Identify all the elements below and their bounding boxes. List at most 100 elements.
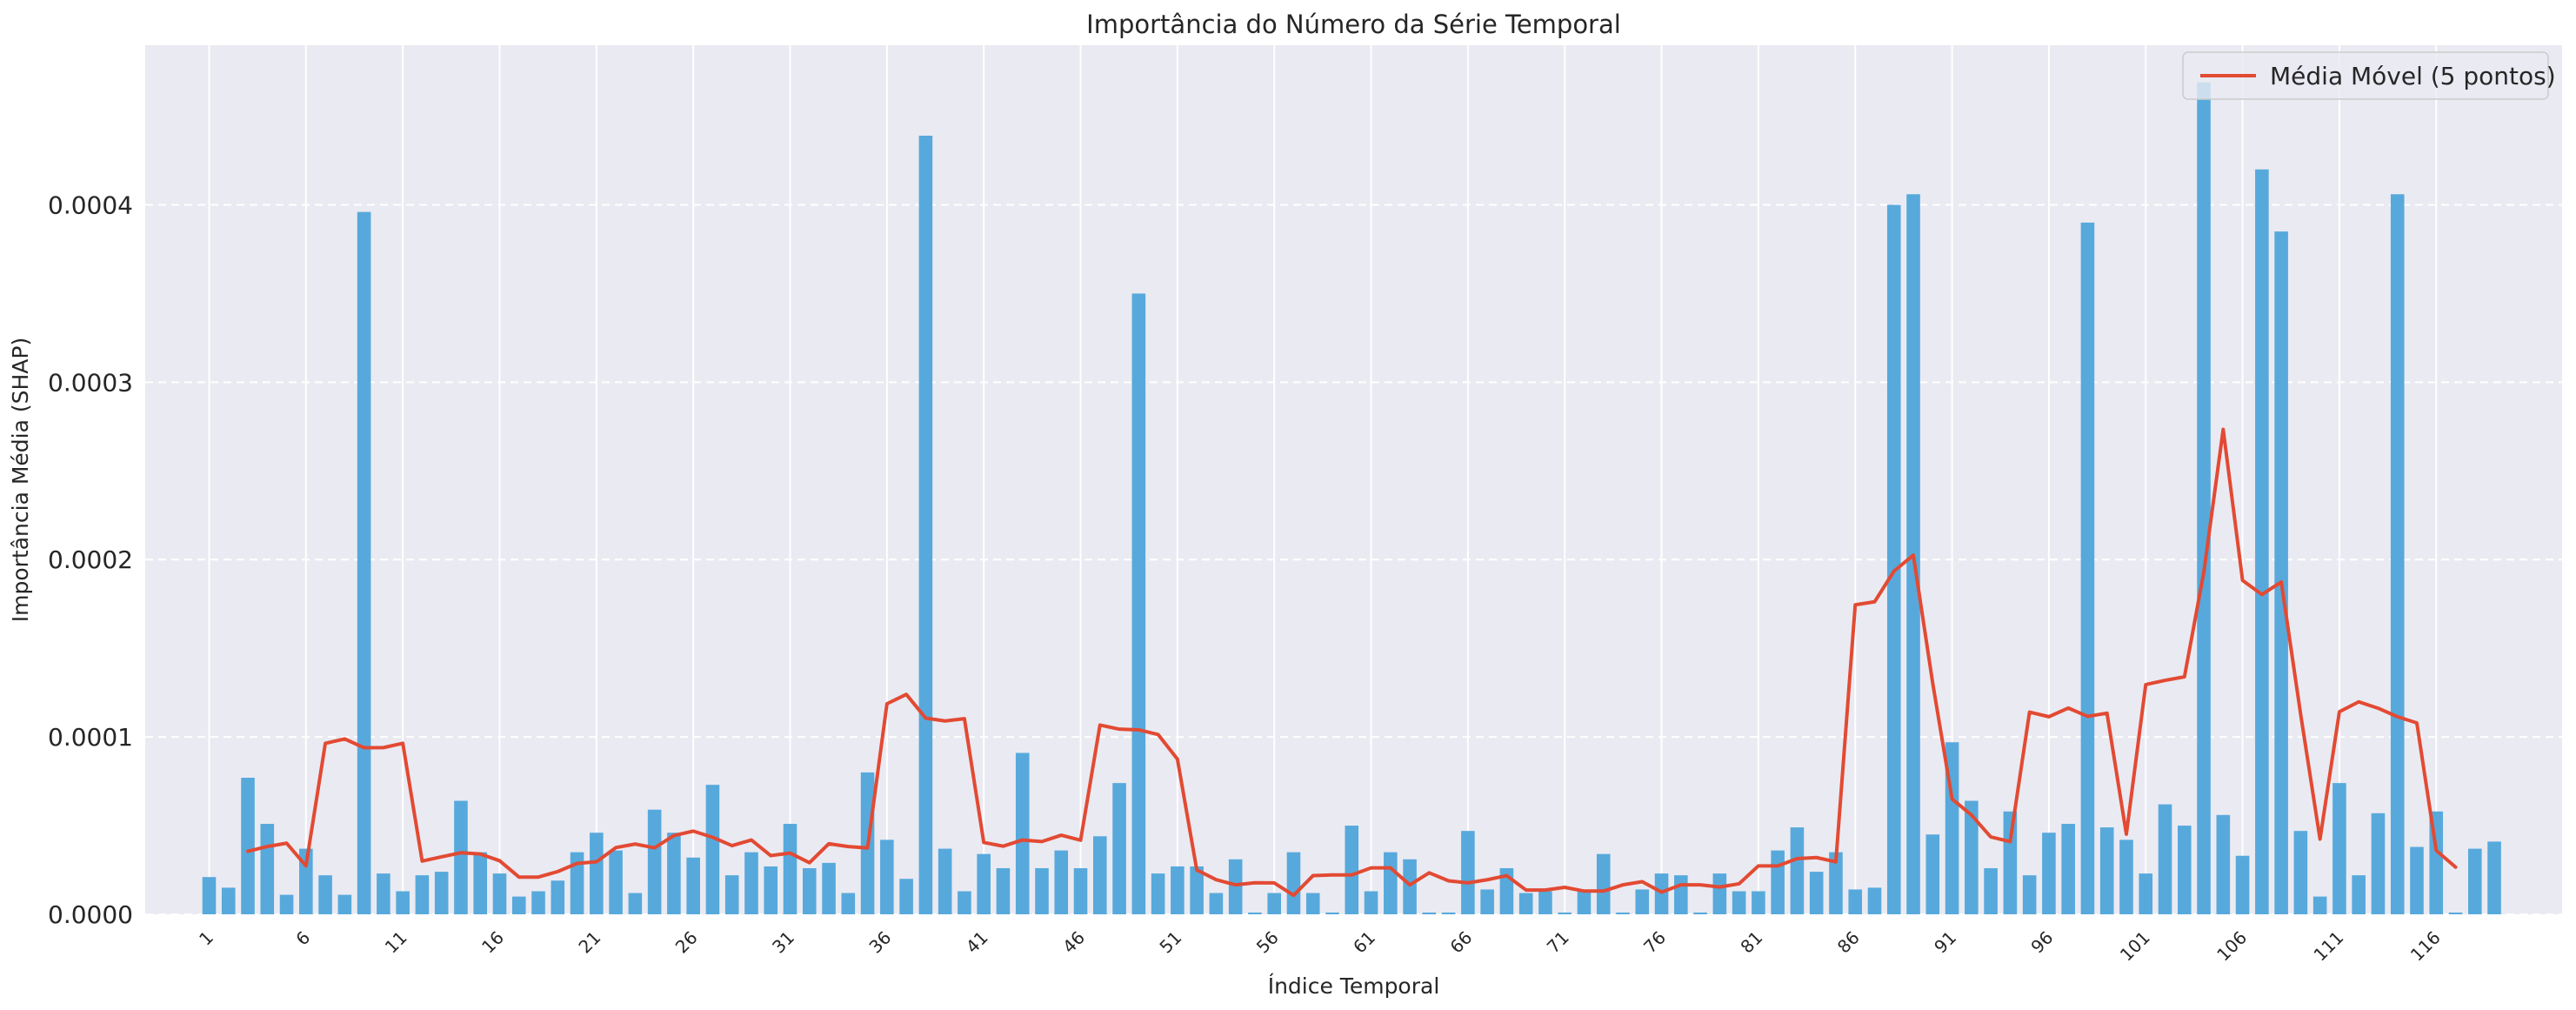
bar bbox=[1364, 891, 1378, 914]
bar bbox=[454, 800, 468, 914]
bar bbox=[1654, 873, 1669, 914]
bar bbox=[2468, 848, 2482, 914]
x-tick-label: 111 bbox=[2309, 927, 2347, 966]
bar bbox=[1325, 912, 1339, 914]
bar bbox=[1054, 850, 1069, 914]
x-tick-label: 91 bbox=[1930, 927, 1960, 958]
bar bbox=[396, 891, 410, 914]
bar bbox=[2216, 814, 2231, 914]
bar bbox=[1558, 912, 1572, 914]
bar bbox=[2235, 855, 2250, 914]
bar bbox=[1228, 859, 1243, 914]
bar bbox=[686, 857, 700, 914]
bar bbox=[241, 778, 255, 914]
bar bbox=[377, 873, 390, 914]
bar bbox=[2390, 194, 2405, 914]
bar bbox=[570, 852, 584, 914]
bar bbox=[724, 875, 739, 914]
bar bbox=[1093, 836, 1107, 914]
bar bbox=[977, 853, 991, 914]
bar bbox=[511, 896, 526, 914]
bar bbox=[299, 848, 313, 914]
bar bbox=[1965, 800, 1979, 914]
bar bbox=[2352, 875, 2366, 914]
bar bbox=[2332, 783, 2346, 914]
bar bbox=[2022, 875, 2037, 914]
legend-label: Média Móvel (5 pontos) bbox=[2270, 62, 2556, 90]
bar bbox=[551, 880, 565, 914]
bar bbox=[2158, 804, 2172, 914]
chart-title: Importância do Número da Série Temporal bbox=[1086, 10, 1621, 39]
bar bbox=[1809, 872, 1824, 914]
bar bbox=[1635, 889, 1650, 914]
bar bbox=[434, 872, 449, 914]
y-tick-label: 0.0003 bbox=[48, 368, 133, 397]
bar bbox=[2487, 841, 2501, 914]
bar bbox=[1403, 859, 1417, 914]
bar bbox=[590, 833, 604, 914]
bar bbox=[1190, 866, 1204, 914]
x-tick-label: 1 bbox=[195, 927, 217, 950]
bar bbox=[2003, 811, 2018, 914]
bar bbox=[841, 893, 856, 914]
bar bbox=[1015, 752, 1030, 914]
bar bbox=[1596, 853, 1611, 914]
bar bbox=[628, 893, 643, 914]
bar bbox=[899, 879, 913, 914]
bar bbox=[1577, 891, 1592, 914]
x-tick-label: 21 bbox=[574, 927, 604, 958]
bar bbox=[938, 848, 952, 914]
bar bbox=[1112, 783, 1126, 914]
plot-area bbox=[145, 45, 2562, 914]
bar bbox=[357, 211, 371, 914]
moving-average-line bbox=[246, 427, 2458, 898]
bar bbox=[880, 839, 894, 914]
x-tick-label: 81 bbox=[1736, 927, 1766, 958]
x-tick-label: 46 bbox=[1058, 927, 1089, 958]
x-tick-label: 36 bbox=[864, 927, 895, 958]
legend: Média Móvel (5 pontos) bbox=[2182, 51, 2556, 100]
bar bbox=[1925, 834, 1940, 914]
x-tick-label: 106 bbox=[2212, 927, 2251, 966]
x-axis-label: Índice Temporal bbox=[1268, 973, 1440, 999]
bar bbox=[2312, 896, 2327, 914]
bar bbox=[1538, 891, 1552, 914]
bar bbox=[2099, 827, 2114, 914]
bar bbox=[221, 887, 236, 914]
y-tick-label: 0.0000 bbox=[48, 900, 133, 929]
bar bbox=[2448, 912, 2463, 914]
bar bbox=[2119, 839, 2133, 914]
x-tick-label: 11 bbox=[381, 927, 411, 958]
bar bbox=[1771, 850, 1785, 914]
bar bbox=[1848, 889, 1863, 914]
bar bbox=[822, 862, 836, 914]
x-tick-label: 96 bbox=[2026, 927, 2057, 958]
bar bbox=[744, 852, 758, 914]
bar bbox=[337, 894, 352, 914]
bar bbox=[2293, 831, 2308, 914]
bar bbox=[2080, 222, 2095, 914]
y-tick-label: 0.0001 bbox=[48, 723, 133, 752]
bar bbox=[2410, 846, 2424, 914]
bar bbox=[783, 824, 797, 914]
bar bbox=[1461, 831, 1475, 914]
bar bbox=[492, 873, 507, 914]
x-tick-label: 31 bbox=[768, 927, 798, 958]
bar bbox=[667, 833, 681, 914]
x-tick-label: 116 bbox=[2406, 927, 2445, 966]
bar bbox=[1151, 873, 1165, 914]
bar bbox=[1384, 852, 1398, 914]
bar bbox=[1674, 875, 1688, 914]
bar bbox=[1693, 912, 1707, 914]
x-tick-label: 76 bbox=[1639, 927, 1670, 958]
bar bbox=[609, 850, 623, 914]
bar bbox=[1518, 893, 1533, 914]
bar bbox=[2061, 824, 2075, 914]
bar bbox=[764, 866, 778, 914]
bar bbox=[918, 135, 933, 915]
x-tick-label: 86 bbox=[1833, 927, 1864, 958]
bar bbox=[802, 867, 817, 914]
bar bbox=[1752, 891, 1765, 914]
x-tick-label: 6 bbox=[291, 927, 314, 950]
bar bbox=[1209, 893, 1224, 914]
